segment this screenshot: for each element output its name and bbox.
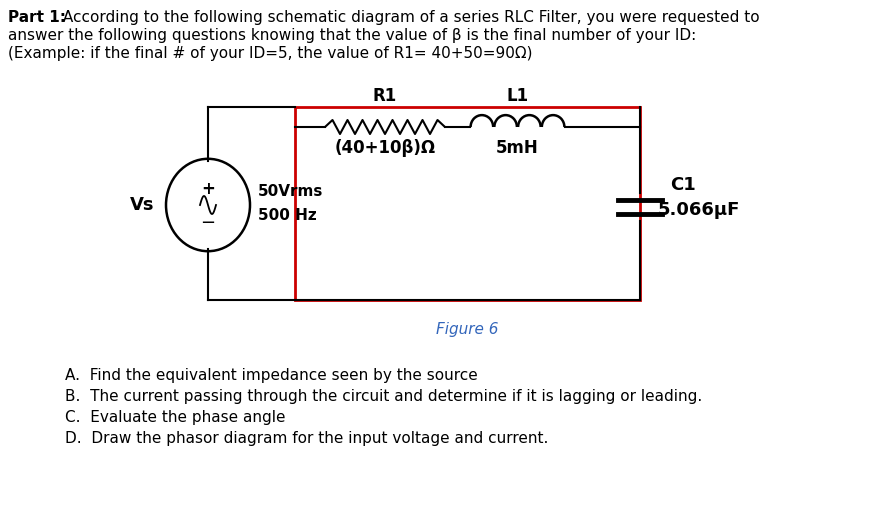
Text: 500 Hz: 500 Hz: [258, 208, 316, 223]
Text: Figure 6: Figure 6: [436, 322, 499, 337]
Text: C1: C1: [670, 176, 696, 194]
Text: (Example: if the final # of your ID=5, the value of R1= 40+50=90Ω): (Example: if the final # of your ID=5, t…: [8, 46, 532, 61]
Text: Vs: Vs: [129, 196, 154, 214]
Text: 50Vrms: 50Vrms: [258, 183, 324, 199]
Text: According to the following schematic diagram of a series RLC Filter, you were re: According to the following schematic dia…: [58, 10, 759, 25]
Text: answer the following questions knowing that the value of β is the final number o: answer the following questions knowing t…: [8, 28, 697, 43]
Text: D.  Draw the phasor diagram for the input voltage and current.: D. Draw the phasor diagram for the input…: [65, 431, 548, 446]
Text: 5mH: 5mH: [496, 139, 539, 157]
Text: L1: L1: [507, 87, 529, 105]
Text: A.  Find the equivalent impedance seen by the source: A. Find the equivalent impedance seen by…: [65, 368, 477, 383]
Text: (40+10β)Ω: (40+10β)Ω: [334, 139, 436, 157]
Text: C.  Evaluate the phase angle: C. Evaluate the phase angle: [65, 410, 286, 425]
Text: +: +: [201, 180, 215, 198]
Text: B.  The current passing through the circuit and determine if it is lagging or le: B. The current passing through the circu…: [65, 389, 702, 404]
Text: R1: R1: [373, 87, 397, 105]
Bar: [295, 107, 640, 300]
Text: −: −: [201, 214, 216, 232]
Text: 5.066μF: 5.066μF: [658, 201, 741, 219]
Text: Part 1:: Part 1:: [8, 10, 66, 25]
